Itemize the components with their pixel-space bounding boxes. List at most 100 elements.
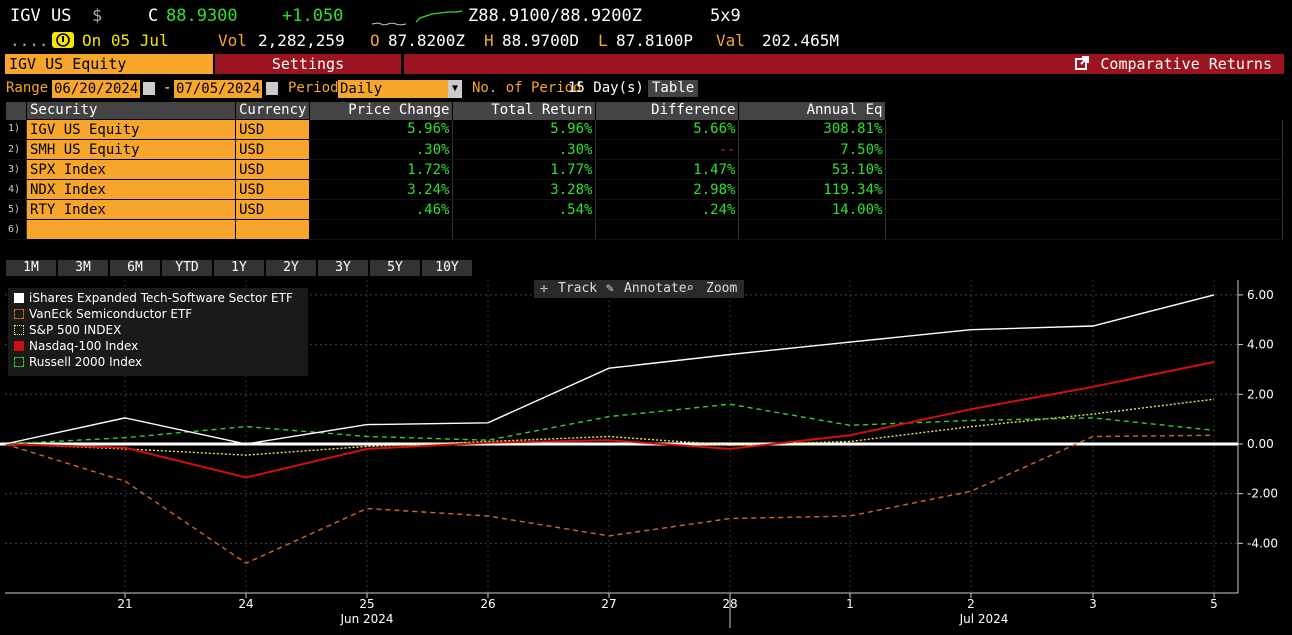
low-label: L xyxy=(598,31,608,50)
period-ytd-button[interactable]: YTD xyxy=(162,260,212,276)
table-row[interactable]: 1) IGV US Equity USD 5.96% 5.96% 5.66% 3… xyxy=(6,119,1284,140)
table-row[interactable]: 3) SPX Index USD 1.72% 1.77% 1.47% 53.10… xyxy=(6,159,1284,180)
y-tick-label: 0.00 xyxy=(1247,437,1274,451)
col-security[interactable]: Security xyxy=(26,102,236,120)
price-change-cell: .30% xyxy=(309,139,454,160)
chart-legend: iShares Expanded Tech-Software Sector ET… xyxy=(8,288,308,376)
security-field[interactable]: IGV US Equity xyxy=(5,54,213,74)
legend-item[interactable]: Russell 2000 Index xyxy=(14,354,142,370)
col-currency[interactable]: Currency xyxy=(235,102,311,120)
calendar-icon[interactable] xyxy=(143,82,155,95)
total-return-cell: 1.77% xyxy=(452,159,597,180)
annual-eq-cell: 14.00% xyxy=(738,199,887,220)
nop-label: No. of Period xyxy=(472,80,582,96)
x-tick-label: 27 xyxy=(601,597,616,611)
x-tick-label: 24 xyxy=(238,597,253,611)
legend-swatch-icon xyxy=(14,293,24,303)
period-1m-button[interactable]: 1M xyxy=(6,260,56,276)
table-row[interactable]: 6) xyxy=(6,219,1284,240)
period-2y-button[interactable]: 2Y xyxy=(266,260,316,276)
period-1y-button[interactable]: 1Y xyxy=(214,260,264,276)
function-title[interactable]: Comparative Returns xyxy=(404,54,1284,74)
difference-cell: 2.98% xyxy=(595,179,740,200)
period-3y-button[interactable]: 3Y xyxy=(318,260,368,276)
dots: ..... xyxy=(10,31,59,50)
table-button[interactable]: Table xyxy=(648,80,699,97)
currency-cell[interactable]: USD xyxy=(234,199,311,220)
legend-label: S&P 500 INDEX xyxy=(29,323,122,337)
annotate-button[interactable]: Annotate xyxy=(624,281,687,296)
alert-icon[interactable] xyxy=(52,32,74,48)
chevron-down-icon[interactable]: ▼ xyxy=(448,80,462,98)
val-label: Val xyxy=(716,31,745,50)
period-3m-button[interactable]: 3M xyxy=(58,260,108,276)
returns-table: Security Currency Price Change Total Ret… xyxy=(6,102,1284,258)
legend-item[interactable]: Nasdaq-100 Index xyxy=(14,338,138,354)
high-price: 88.9700D xyxy=(502,31,580,50)
track-icon[interactable]: ✛ xyxy=(540,281,548,296)
range-label: Range xyxy=(6,80,49,96)
month-label: Jun 2024 xyxy=(339,612,393,626)
currency-cell[interactable] xyxy=(234,219,311,240)
x-tick-label: 3 xyxy=(1089,597,1097,611)
spacer-cell xyxy=(885,119,1284,140)
legend-label: Nasdaq-100 Index xyxy=(29,339,139,353)
series-line-igv xyxy=(4,294,1215,445)
end-date-input[interactable]: 07/05/2024 xyxy=(174,80,263,98)
total-return-cell xyxy=(452,219,597,240)
sparkline-icon xyxy=(371,10,463,26)
series-line-rty xyxy=(4,403,1215,445)
period-10y-button[interactable]: 10Y xyxy=(422,260,472,276)
settings-tab[interactable]: Settings xyxy=(215,54,401,74)
table-row[interactable]: 5) RTY Index USD .46% .54% .24% 14.00% xyxy=(6,199,1284,220)
export-icon[interactable] xyxy=(1074,55,1090,76)
chart-tools: ✛ Track ✎ Annotate ⌕ Zoom xyxy=(534,280,744,298)
col-annual-eq[interactable]: Annual Eq xyxy=(738,102,887,120)
track-button[interactable]: Track xyxy=(558,281,598,296)
legend-item[interactable]: iShares Expanded Tech-Software Sector ET… xyxy=(14,290,293,306)
zoom-button[interactable]: Zoom xyxy=(706,281,738,296)
security-cell[interactable]: IGV US Equity xyxy=(26,119,236,140)
period-5y-button[interactable]: 5Y xyxy=(370,260,420,276)
price-change-cell: 5.96% xyxy=(309,119,454,140)
spacer-cell xyxy=(885,179,1284,200)
col-difference[interactable]: Difference xyxy=(595,102,740,120)
annotate-icon[interactable]: ✎ xyxy=(606,281,614,296)
calendar-icon[interactable] xyxy=(266,82,278,95)
period-6m-button[interactable]: 6M xyxy=(110,260,160,276)
table-row[interactable]: 2) SMH US Equity USD .30% .30% -- 7.50% xyxy=(6,139,1284,160)
annual-eq-cell: 7.50% xyxy=(738,139,887,160)
legend-label: Russell 2000 Index xyxy=(29,355,143,369)
currency-cell[interactable]: USD xyxy=(234,179,311,200)
legend-label: VanEck Semiconductor ETF xyxy=(29,307,193,321)
last-price: 88.9300 xyxy=(166,6,238,26)
security-cell[interactable] xyxy=(26,219,236,240)
spacer-cell xyxy=(885,159,1284,180)
security-cell[interactable]: SMH US Equity xyxy=(26,139,236,160)
col-price-change[interactable]: Price Change xyxy=(309,102,454,120)
col-total-return[interactable]: Total Return xyxy=(452,102,597,120)
chart-lines xyxy=(4,294,1215,564)
start-date-input[interactable]: 06/20/2024 xyxy=(52,80,141,98)
difference-cell: -- xyxy=(595,139,740,160)
y-tick-label: 4.00 xyxy=(1247,338,1274,352)
ticker[interactable]: IGV US xyxy=(10,6,72,26)
bid-ask: Z88.9100/88.9200Z xyxy=(468,6,642,26)
function-title-text: Comparative Returns xyxy=(1100,55,1272,73)
currency-cell[interactable]: USD xyxy=(234,119,311,140)
legend-item[interactable]: VanEck Semiconductor ETF xyxy=(14,306,192,322)
security-cell[interactable]: SPX Index xyxy=(26,159,236,180)
total-return-cell: 5.96% xyxy=(452,119,597,140)
y-tick-label: 6.00 xyxy=(1247,288,1274,302)
low-price: 87.8100P xyxy=(616,31,694,50)
high-label: H xyxy=(484,31,494,50)
total-return-cell: 3.28% xyxy=(452,179,597,200)
legend-swatch-icon xyxy=(14,357,24,367)
period-select[interactable]: Daily xyxy=(338,80,450,98)
security-cell[interactable]: RTY Index xyxy=(26,199,236,220)
zoom-icon[interactable]: ⌕ xyxy=(686,281,694,296)
legend-item[interactable]: S&P 500 INDEX xyxy=(14,322,121,338)
spacer-cell xyxy=(885,199,1284,220)
